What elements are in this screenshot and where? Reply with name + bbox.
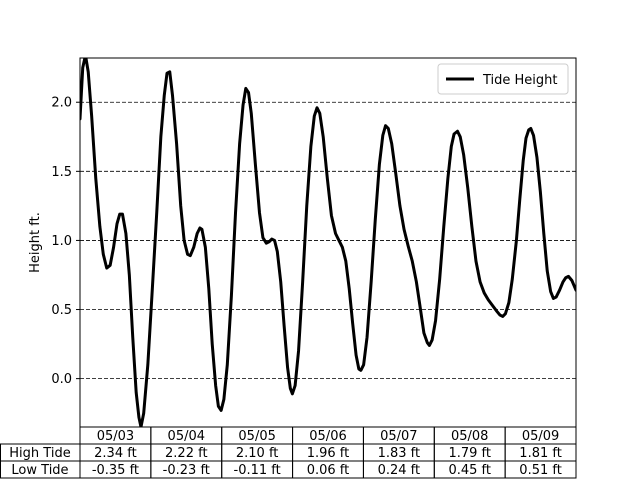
- table-cell-value: 1.81 ft: [519, 446, 562, 461]
- y-axis: 0.0 0.5 1.0 1.5 2.0: [51, 96, 80, 387]
- table-column-header: 05/05: [238, 429, 275, 444]
- y-tick-label: 2.0: [51, 96, 72, 111]
- series-layer: [80, 58, 576, 427]
- legend: Tide Height: [437, 63, 569, 95]
- y-tick-label: 0.5: [51, 303, 72, 318]
- table-column-header: 05/06: [309, 429, 346, 444]
- table-cell-value: 2.22 ft: [165, 446, 208, 461]
- table-cell-value: 1.79 ft: [448, 446, 491, 461]
- table-cell-value: 1.83 ft: [378, 446, 421, 461]
- table-cell-value: 0.51 ft: [519, 463, 562, 478]
- y-tick-label: 0.0: [51, 372, 72, 387]
- tide-table: 05/03 05/04 05/05 05/06 05/07 05/08 05/09 High …: [0, 426, 577, 479]
- y-axis-title: Height ft.: [28, 212, 43, 273]
- table-row-label: High Tide: [9, 446, 70, 461]
- table-column-header: 05/04: [168, 429, 205, 444]
- y-tick-label: 1.0: [51, 234, 72, 249]
- table-cell-value: -0.23 ft: [163, 463, 210, 478]
- table-column-header: 05/08: [451, 429, 488, 444]
- table-column-header: 05/09: [522, 429, 559, 444]
- table-cell-value: 2.10 ft: [236, 446, 279, 461]
- table-cell-value: 0.24 ft: [378, 463, 421, 478]
- table-cell-value: 0.45 ft: [448, 463, 491, 478]
- table-column-header: 05/03: [97, 429, 134, 444]
- table-cell-value: -0.35 ft: [92, 463, 139, 478]
- table-cell: [504, 460, 577, 479]
- table-cell-value: 2.34 ft: [94, 446, 137, 461]
- table-cell-value: 1.96 ft: [307, 446, 350, 461]
- y-tick-label: 1.5: [51, 165, 72, 180]
- series-line-tide-height: [80, 58, 576, 427]
- legend-box: [437, 63, 569, 95]
- table-cell-value: 0.06 ft: [307, 463, 350, 478]
- table-column-header: 05/07: [380, 429, 417, 444]
- legend-label: Tide Height: [482, 73, 558, 88]
- table-cell-value: -0.11 ft: [234, 463, 281, 478]
- table-row-label: Low Tide: [11, 463, 68, 478]
